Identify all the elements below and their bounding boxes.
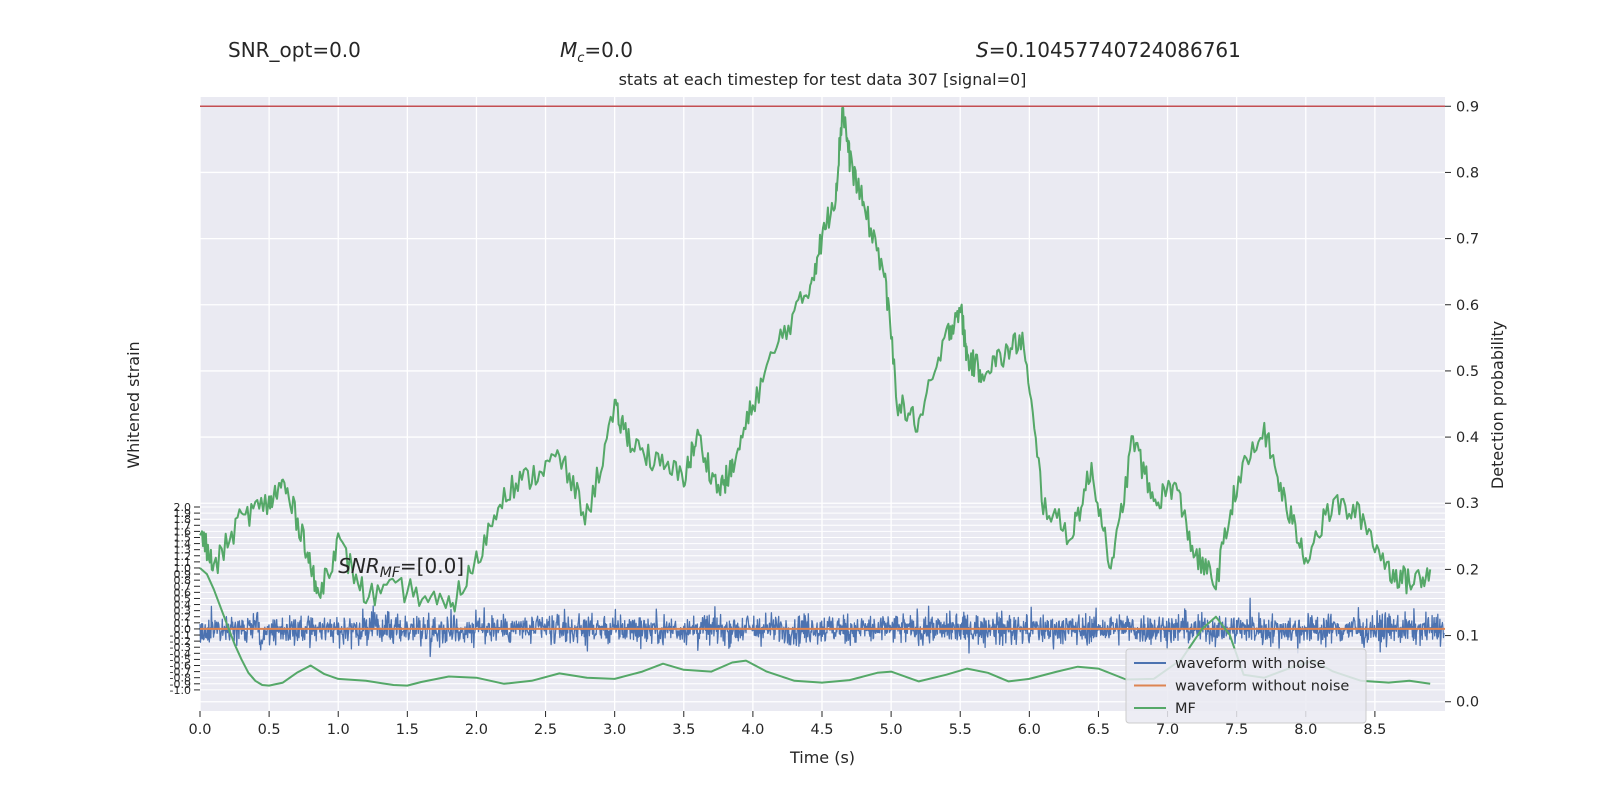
x-tick-label: 1.0 bbox=[327, 722, 350, 738]
left-tick-label: 0.8 bbox=[174, 574, 192, 587]
left-tick-label: 0.0 bbox=[174, 623, 192, 636]
left-tick-label: 1.3 bbox=[174, 544, 192, 557]
right-tick-label: 0.8 bbox=[1456, 165, 1479, 181]
left-tick-label: -0.1 bbox=[170, 629, 191, 642]
snr-mf-symbol: SNR bbox=[338, 554, 380, 578]
right-tick-label: 0.4 bbox=[1456, 430, 1479, 446]
x-tick-label: 3.5 bbox=[672, 722, 695, 738]
legend-box bbox=[1125, 648, 1367, 724]
left-tick-label: -0.6 bbox=[170, 660, 191, 673]
left-tick-label: 0.5 bbox=[174, 592, 192, 605]
x-tick-label: 6.5 bbox=[1087, 722, 1110, 738]
x-tick-label: 3.0 bbox=[603, 722, 626, 738]
score-label: S=0.10457740724086761 bbox=[976, 38, 1241, 62]
x-axis-label: Time (s) bbox=[789, 748, 855, 767]
snr-mf-value: =[0.0] bbox=[400, 554, 464, 578]
snr-mf-annotation: SNRMF=[0.0] bbox=[338, 554, 464, 581]
left-tick-label: -1.0 bbox=[170, 684, 191, 697]
series-line-3 bbox=[199, 106, 1432, 613]
left-tick-label: 0.3 bbox=[174, 605, 192, 618]
right-tick-label: 0.5 bbox=[1456, 364, 1479, 380]
chirp-mass-symbol: M bbox=[560, 38, 578, 62]
right-tick-label: 0.0 bbox=[1456, 695, 1479, 711]
x-tick-label: 2.0 bbox=[465, 722, 488, 738]
left-tick-label: 2.0 bbox=[174, 501, 192, 514]
left-tick-label: -0.7 bbox=[170, 666, 191, 679]
left-tick-label: -0.5 bbox=[170, 653, 191, 666]
left-tick-label: 1.7 bbox=[174, 519, 192, 532]
left-tick-label: -0.4 bbox=[170, 647, 191, 660]
x-tick-label: 5.5 bbox=[949, 722, 972, 738]
legend-entry: waveform with noise bbox=[1175, 656, 1326, 672]
right-tick-label: 0.3 bbox=[1456, 496, 1479, 512]
left-tick-label: 1.5 bbox=[174, 531, 192, 544]
left-tick-label: 1.0 bbox=[174, 562, 192, 575]
right-tick-label: 0.2 bbox=[1456, 562, 1479, 578]
left-tick-label: 1.8 bbox=[174, 513, 192, 526]
x-tick-label: 2.5 bbox=[534, 722, 557, 738]
legend: waveform with noise waveform without nois… bbox=[1125, 648, 1367, 724]
legend-entry: waveform without noise bbox=[1175, 679, 1349, 695]
x-tick-label: 7.0 bbox=[1156, 722, 1179, 738]
left-axis-label: Whitened strain bbox=[124, 341, 143, 468]
left-tick-label: 1.9 bbox=[174, 507, 192, 520]
x-tick-label: 7.5 bbox=[1225, 722, 1248, 738]
snr-mf-subscript: MF bbox=[380, 565, 401, 581]
score-value: =0.10457740724086761 bbox=[988, 38, 1241, 62]
x-axis-grid bbox=[199, 97, 1376, 711]
left-tick-label: -0.9 bbox=[170, 678, 191, 691]
x-tick-label: 6.0 bbox=[1018, 722, 1041, 738]
x-tick-label: 8.0 bbox=[1294, 722, 1317, 738]
x-tick-label: 1.5 bbox=[396, 722, 419, 738]
x-tick-label: 0.0 bbox=[188, 722, 211, 738]
left-tick-label: 0.6 bbox=[174, 586, 192, 599]
x-tick-label: 4.5 bbox=[810, 722, 833, 738]
x-tick-label: 5.0 bbox=[880, 722, 903, 738]
right-tick-label: 0.6 bbox=[1456, 298, 1479, 314]
left-tick-label: 1.4 bbox=[174, 538, 192, 551]
left-tick-label: 0.2 bbox=[174, 611, 192, 624]
left-tick-label: -0.8 bbox=[170, 672, 191, 685]
left-tick-label: 1.6 bbox=[174, 525, 192, 538]
left-tick-label: 0.7 bbox=[174, 580, 192, 593]
right-tick-label: 0.1 bbox=[1456, 629, 1479, 645]
score-symbol: S bbox=[976, 38, 989, 62]
chart-title: stats at each timestep for test data 307… bbox=[618, 70, 1027, 89]
left-tick-label: -0.3 bbox=[170, 641, 191, 654]
right-tick-label: 0.9 bbox=[1456, 99, 1479, 115]
series-line-2 bbox=[199, 567, 1431, 687]
x-tick-label: 8.5 bbox=[1363, 722, 1386, 738]
left-tick-label: 0.4 bbox=[174, 599, 192, 612]
left-tick-label: 1.1 bbox=[174, 556, 192, 569]
x-tick-label: 0.5 bbox=[258, 722, 281, 738]
right-axis-label: Detection probability bbox=[1488, 321, 1507, 489]
tick-layer: 0.00.10.20.30.40.50.60.70.80.9-1.0-0.9-0… bbox=[170, 99, 1480, 738]
x-tick-label: 4.0 bbox=[741, 722, 764, 738]
chirp-mass-label: Mc=0.0 bbox=[560, 38, 633, 66]
right-tick-label: 0.7 bbox=[1456, 232, 1479, 248]
left-tick-label: 1.2 bbox=[174, 550, 192, 563]
snr-opt-label: SNR_opt=0.0 bbox=[228, 38, 361, 62]
chirp-mass-value: =0.0 bbox=[584, 38, 633, 62]
legend-entry: MF bbox=[1175, 701, 1196, 717]
left-tick-label: 0.9 bbox=[174, 568, 192, 581]
left-tick-label: 0.1 bbox=[174, 617, 192, 630]
chirp-mass-subscript: c bbox=[577, 51, 585, 66]
series-layer bbox=[199, 105, 1445, 687]
left-tick-label: -0.2 bbox=[170, 635, 191, 648]
